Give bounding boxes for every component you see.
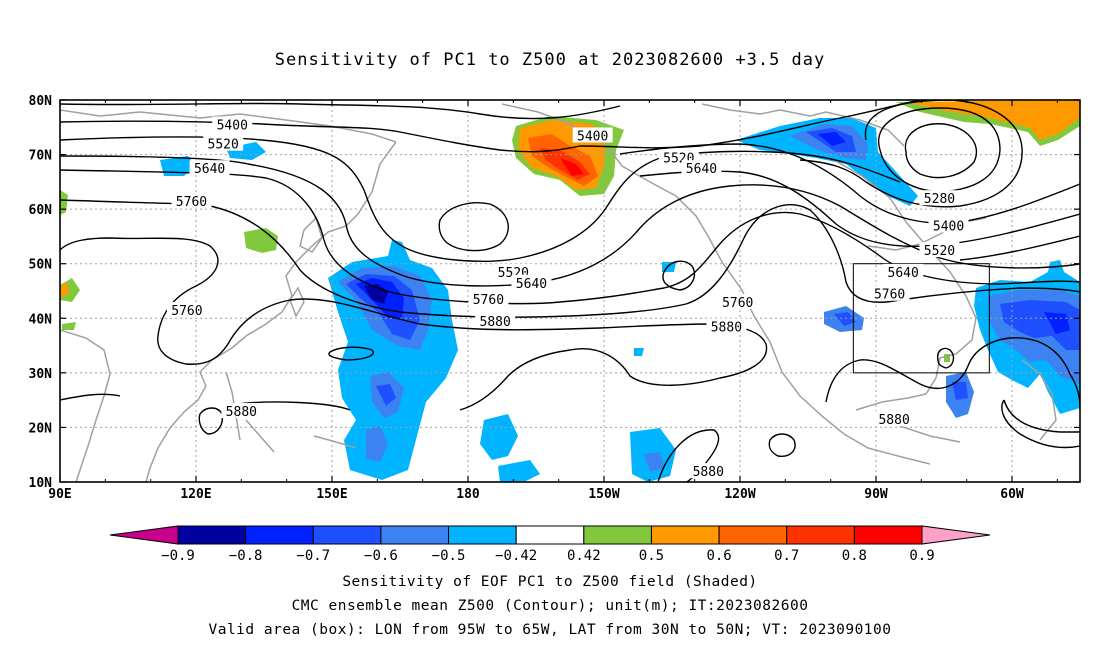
- colorbar-label: 0.5: [639, 548, 664, 564]
- colorbar-label: −0.7: [296, 548, 330, 564]
- contour-label: 5640: [686, 162, 717, 177]
- contour-label: 5640: [516, 277, 547, 292]
- lon-label: 90E: [48, 487, 71, 502]
- colorbar-swatch: [786, 525, 855, 545]
- sensitivity-shading: [60, 100, 1080, 482]
- caption-line-1: Sensitivity of EOF PC1 to Z500 field (Sh…: [342, 574, 758, 590]
- contour-label-bg: [221, 403, 262, 419]
- contour-label-bg: [919, 190, 960, 206]
- colorbar-swatch: [515, 525, 585, 545]
- contour-label: 5760: [176, 195, 207, 210]
- colorbar-high-triangle: [921, 525, 991, 545]
- colorbar-low-triangle: [109, 525, 179, 545]
- colorbar-label: −0.6: [364, 548, 398, 564]
- contour-label: 5520: [924, 244, 955, 259]
- contour-label-bg: [919, 242, 960, 258]
- colorbar-swatch: [583, 525, 652, 545]
- z500-contours: [60, 100, 1080, 482]
- lat-label: 60N: [29, 203, 53, 218]
- lat-label: 40N: [29, 312, 53, 327]
- contour-label-bg: [166, 302, 207, 318]
- contour-label-bg: [928, 217, 969, 233]
- contour-label-bg: [717, 293, 758, 309]
- lat-label: 70N: [29, 149, 53, 164]
- colorbar-swatch: [853, 525, 923, 545]
- lon-label: 90W: [864, 487, 888, 502]
- contour-label-bg: [681, 160, 722, 176]
- contour-labels: 5400552056405760576058805400552056405520…: [166, 116, 969, 480]
- contour-label-bg: [189, 160, 230, 176]
- lat-label: 50N: [29, 258, 53, 273]
- colorbar-label: −0.9: [161, 548, 195, 564]
- colorbar-label: −0.5: [432, 548, 466, 564]
- contour-label-bg: [874, 411, 915, 427]
- coastlines: [60, 103, 1057, 482]
- contour-label-bg: [883, 263, 924, 279]
- colorbar-swatch: [177, 525, 247, 545]
- lon-label: 150W: [588, 487, 619, 502]
- contour-label: 5880: [480, 315, 511, 330]
- contour-label: 5880: [711, 320, 742, 335]
- colorbar-swatch: [718, 525, 788, 545]
- contour-label: 5880: [226, 405, 257, 420]
- colorbar-label: 0.8: [842, 548, 867, 564]
- contour-label-bg: [511, 274, 552, 290]
- contour-label: 5520: [208, 138, 239, 153]
- contour-label: 5640: [888, 266, 919, 281]
- lat-label: 80N: [29, 94, 53, 109]
- contour-label: 5640: [194, 162, 225, 177]
- contour-label: 5760: [473, 293, 504, 308]
- colorbar-swatch: [380, 525, 450, 545]
- lat-label: 20N: [29, 421, 53, 436]
- contour-label: 5400: [577, 129, 608, 144]
- contour-label-bg: [203, 135, 244, 151]
- colorbar-label: 0.6: [706, 548, 731, 564]
- contour-label: 5760: [171, 304, 202, 319]
- contour-label-bg: [706, 318, 747, 334]
- contour-label-bg: [688, 463, 729, 479]
- contour-label: 5400: [933, 220, 964, 235]
- lon-label: 150E: [316, 487, 347, 502]
- colorbar-label: 0.7: [774, 548, 799, 564]
- colorbar: −0.9 −0.8 −0.7 −0.6 −0.5 −0.42 0.42 0.5 0.6 0.7 0.…: [109, 525, 991, 564]
- caption-line-2: CMC ensemble mean Z500 (Contour); unit(m…: [291, 598, 809, 614]
- colorbar-swatch: [448, 525, 517, 545]
- valid-area-box: [852, 263, 990, 374]
- contour-label: 5880: [878, 413, 909, 428]
- contour-label-bg: [212, 116, 253, 132]
- colorbar-label: 0.9: [909, 548, 934, 564]
- colorbar-swatch: [312, 525, 382, 545]
- colorbar-label: −0.8: [229, 548, 263, 564]
- colorbar-swatch: [245, 525, 314, 545]
- lon-label: 120W: [724, 487, 755, 502]
- contour-label-bg: [171, 192, 212, 208]
- colorbar-label: 0.42: [567, 548, 601, 564]
- map-frame: [59, 99, 1081, 483]
- colorbar-label: −0.42: [495, 548, 537, 564]
- contour-label: 5760: [722, 296, 753, 311]
- lat-label: 30N: [29, 367, 53, 382]
- contour-label: 5400: [217, 119, 248, 134]
- map-title: Sensitivity of PC1 to Z500 at 2023082600…: [274, 50, 826, 70]
- caption-line-3: Valid area (box): LON from 95W to 65W, L…: [208, 622, 892, 638]
- colorbar-swatch: [650, 525, 720, 545]
- contour-label: 5880: [693, 465, 724, 480]
- contour-label: 5760: [874, 288, 905, 303]
- contour-label-bg: [572, 127, 613, 143]
- contour-label-bg: [869, 285, 910, 301]
- lon-label: 120E: [180, 487, 211, 502]
- lon-label: 180: [456, 487, 480, 502]
- contour-label: 5280: [924, 192, 955, 207]
- contour-label-bg: [475, 313, 516, 329]
- contour-label-bg: [468, 291, 509, 307]
- lon-label: 60W: [1000, 487, 1024, 502]
- lat-label: 10N: [29, 476, 53, 491]
